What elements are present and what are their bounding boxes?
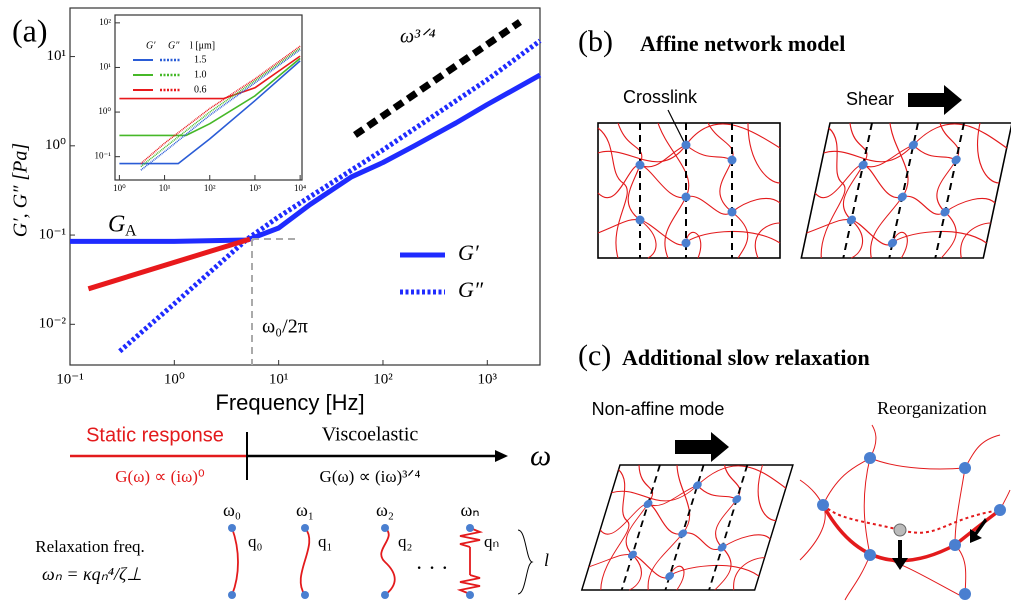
ellipsis: · · · [416, 555, 449, 580]
nonaffine-network-box [582, 465, 793, 590]
reorganization-label: Reorganization [877, 398, 987, 418]
plateau-subscript: A [125, 223, 137, 240]
x-tick-label: 10³ [478, 371, 498, 387]
y-tick-label: 10⁰ [45, 137, 66, 153]
legend-label: G″ [458, 277, 484, 302]
axis-symbol: ω [530, 439, 551, 472]
legend-label: 1.5 [194, 54, 207, 65]
x-tick-label: 10⁻¹ [56, 371, 83, 387]
static-law: G(ω) ∝ (iω)⁰ [115, 467, 205, 486]
mode-freq: ω₂ [376, 500, 394, 520]
x-tick-label: 10² [204, 183, 216, 193]
legend-label: G′ [458, 240, 480, 265]
viscoelastic-label: Viscoelastic [322, 424, 419, 446]
x-tick-label: 10¹ [269, 371, 289, 387]
relax-label: Relaxation freq. [35, 537, 145, 556]
y-tick-label: 10¹ [99, 62, 111, 72]
panel-label: (b) [578, 25, 613, 58]
viscoelastic-law: G(ω) ∝ (iω)³ᐟ⁴ [320, 467, 421, 486]
panel-title: Affine network model [640, 31, 845, 56]
reorganization-network [800, 425, 1010, 600]
y-tick-label: 10⁻² [39, 316, 67, 332]
slope-guide [355, 22, 520, 135]
panel-label: (a) [12, 12, 48, 48]
shear-arrow [908, 85, 962, 115]
mode-wavenumber: q₀ [248, 532, 263, 551]
nonaffine-label: Non-affine mode [592, 399, 725, 419]
y-axis-label: G′, G″ [Pa] [10, 143, 32, 237]
mode-wavenumber: qₙ [484, 532, 499, 551]
inset-legend-header: G″ [168, 40, 180, 51]
inset-legend-header: G′ [146, 40, 156, 51]
legend-label: 1.0 [194, 69, 207, 80]
move-arrow [892, 540, 908, 570]
crosslink-label: Crosslink [623, 87, 698, 107]
y-tick-label: 10⁻¹ [95, 151, 112, 161]
arrow-head [495, 450, 508, 462]
panel-title: Additional slow relaxation [622, 345, 870, 370]
mode-wavenumber: q₁ [318, 532, 332, 551]
x-tick-label: 10¹ [159, 183, 171, 193]
series-line [88, 239, 250, 289]
length-label: l [544, 550, 549, 570]
y-tick-label: 10² [99, 17, 111, 27]
x-tick-label: 10⁰ [113, 183, 126, 193]
slope-label: ω³ᐟ⁴ [400, 26, 436, 48]
x-tick-label: 10⁰ [164, 371, 185, 387]
panel-label: (c) [578, 339, 611, 372]
shear-label: Shear [846, 89, 894, 109]
y-tick-label: 10¹ [47, 48, 67, 64]
mode-freq: ω₁ [296, 500, 314, 520]
pointer [668, 110, 684, 142]
x-axis-label: Frequency [Hz] [215, 390, 364, 415]
legend-label: 0.6 [194, 84, 207, 95]
nonaffine-arrow [675, 432, 729, 462]
x-tick-label: 10³ [249, 183, 261, 193]
sheared-network-box [801, 123, 1011, 258]
plateau-label: G [108, 212, 125, 238]
mode-wavenumber: q₂ [398, 532, 412, 551]
static-label: Static response [86, 424, 224, 446]
y-tick-label: 10⁻¹ [39, 226, 66, 242]
mode-freq: ωₙ [460, 500, 479, 520]
x-tick-label: 10² [373, 371, 393, 387]
crossover-label: ω₀/2π [262, 316, 308, 338]
old-node [894, 524, 906, 536]
inset-legend-header: l [μm] [190, 40, 215, 51]
relax-formula: ωₙ = κqₙ⁴/ζ⊥ [42, 564, 142, 584]
mode-freq: ω₀ [223, 500, 241, 520]
x-tick-label: 10⁴ [294, 183, 306, 193]
figure: (a) G′, G″ [Pa] Frequency [Hz] 10⁻¹ 10⁰ 10… [0, 0, 1011, 603]
page: {"chart_data": [ {"type": "line", "panel… [0, 0, 1011, 603]
network-box [598, 123, 780, 258]
y-tick-label: 10⁰ [98, 106, 111, 116]
